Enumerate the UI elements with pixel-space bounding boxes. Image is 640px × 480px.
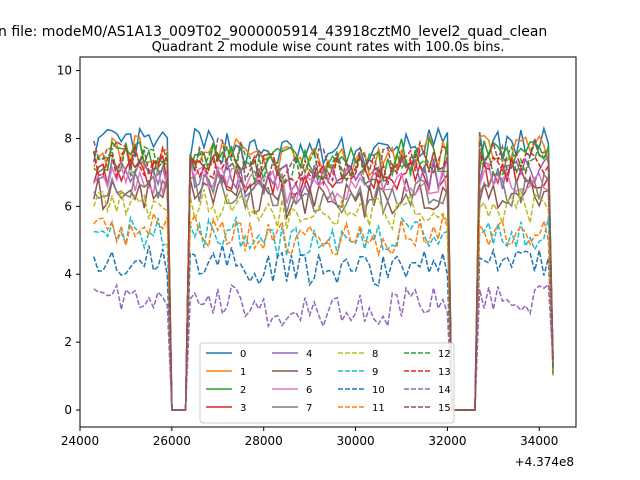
plot-frame [79,56,577,428]
y-tick-label: 2 [64,335,72,349]
x-tick-label: 32000 [428,434,466,448]
legend-box [199,342,455,424]
x-tick-label: 30000 [336,434,374,448]
y-tick-label: 10 [57,64,72,78]
series-line-15 [93,135,554,411]
legend-label-7: 7 [306,403,312,414]
legend-label-2: 2 [240,385,246,396]
figure-suptitle: n file: modeM0/AS1A13_009T02_9000005914_… [0,24,547,40]
y-axis-ticks: 0 2 4 6 8 10 [57,64,80,417]
y-tick-label: 6 [64,199,72,213]
legend-label-14: 14 [438,385,451,396]
series-line-14 [93,282,554,411]
legend-label-10: 10 [372,385,385,396]
legend-label-5: 5 [306,367,312,378]
legend-label-15: 15 [438,403,451,414]
x-axis-ticks: 24000 26000 28000 30000 32000 34000 [61,427,558,448]
legend-label-8: 8 [372,349,378,360]
x-tick-label: 24000 [61,434,99,448]
legend-label-11: 11 [372,403,385,414]
y-tick-label: 8 [64,131,72,145]
legend-label-6: 6 [306,385,312,396]
legend-label-0: 0 [240,349,246,360]
legend-label-13: 13 [438,367,451,378]
legend-label-3: 3 [240,403,246,414]
x-tick-label: 28000 [245,434,283,448]
legend-label-9: 9 [372,367,378,378]
x-tick-label: 34000 [520,434,558,448]
legend-label-1: 1 [240,367,246,378]
series-line-10 [93,245,554,411]
plot-lines [93,125,554,411]
legend-label-12: 12 [438,349,451,360]
legend-label-4: 4 [306,349,312,360]
y-tick-label: 0 [64,403,72,417]
x-axis-offset-label: +4.374e8 [515,455,574,469]
y-tick-label: 4 [64,267,72,281]
x-tick-label: 26000 [153,434,191,448]
chart-title: Quadrant 2 module wise count rates with … [152,40,505,55]
